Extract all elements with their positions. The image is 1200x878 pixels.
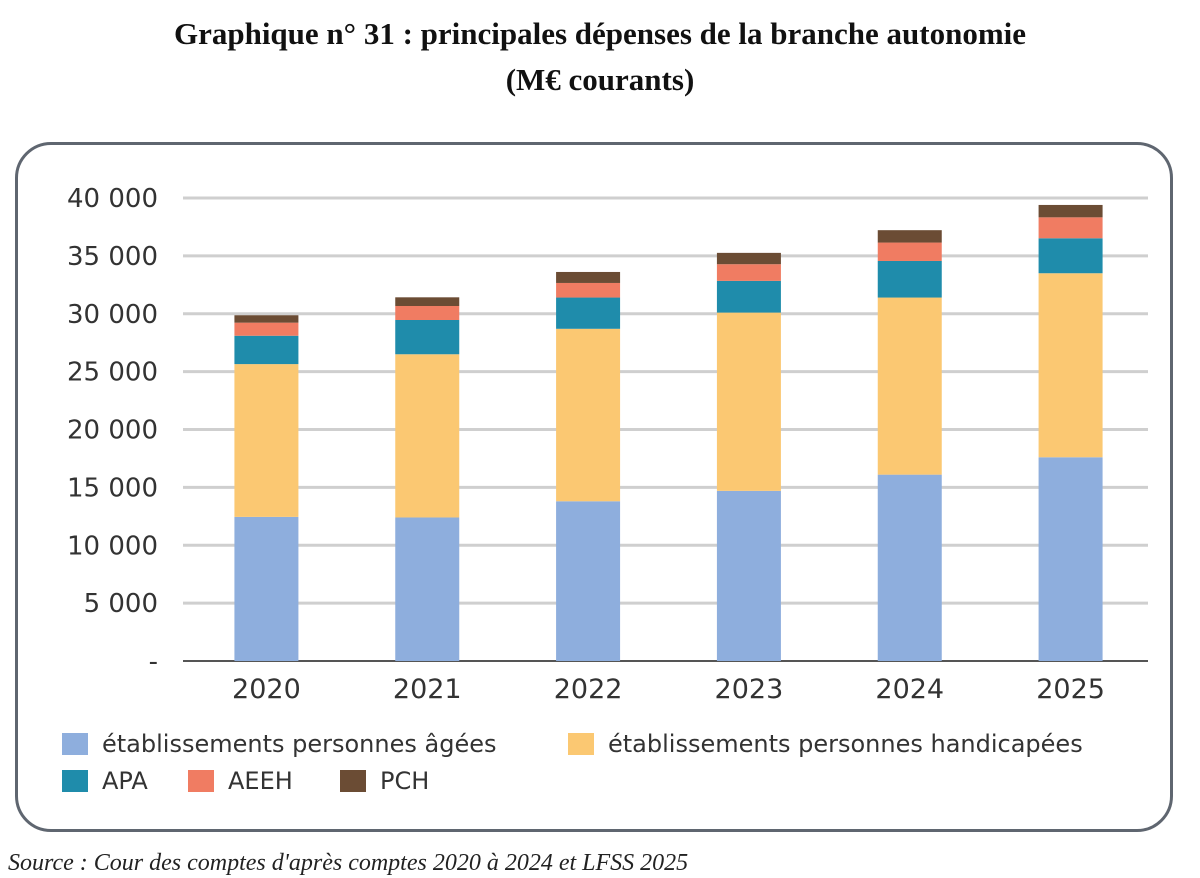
bar-segment-2025-2 bbox=[1038, 238, 1103, 274]
legend-item-1: établissements personnes handicapées bbox=[568, 730, 1083, 758]
bar-segment-2020-2 bbox=[234, 335, 299, 365]
bar-segment-2022-4 bbox=[556, 271, 621, 283]
legend-label: APA bbox=[102, 767, 148, 795]
source-note: Source : Cour des comptes d'après compte… bbox=[8, 850, 689, 876]
x-tick-label: 2023 bbox=[715, 674, 784, 705]
chart-frame bbox=[15, 142, 1173, 832]
legend-item-0: établissements personnes âgées bbox=[62, 730, 496, 758]
bar-segment-2023-2 bbox=[716, 280, 781, 313]
x-tick-label: 2025 bbox=[1036, 674, 1105, 705]
bar-segment-2021-1 bbox=[395, 354, 460, 518]
x-tick-label: 2020 bbox=[232, 674, 301, 705]
bar-segment-2023-3 bbox=[716, 264, 781, 281]
bar-segment-2023-4 bbox=[716, 252, 781, 265]
y-tick-label: 15 000 bbox=[67, 473, 158, 503]
bar-segment-2023-1 bbox=[716, 312, 781, 491]
bar-segment-2025-3 bbox=[1038, 217, 1103, 239]
bar-segment-2020-4 bbox=[234, 315, 299, 323]
x-tick-label: 2024 bbox=[875, 674, 944, 705]
bar-segment-2020-3 bbox=[234, 322, 299, 336]
bar-segment-2025-1 bbox=[1038, 273, 1103, 458]
bar-segment-2022-1 bbox=[556, 328, 621, 502]
bar-segment-2024-4 bbox=[877, 230, 942, 243]
y-tick-label: 20 000 bbox=[67, 416, 158, 446]
legend-label: établissements personnes âgées bbox=[102, 730, 497, 758]
bar-segment-2021-4 bbox=[395, 297, 460, 306]
legend-swatch bbox=[340, 770, 366, 792]
bar-segment-2024-3 bbox=[877, 242, 942, 261]
x-tick-label: 2021 bbox=[393, 674, 462, 705]
bar-segment-2024-2 bbox=[877, 260, 942, 298]
y-tick-label: 30 000 bbox=[67, 300, 158, 330]
y-tick-label: - bbox=[149, 647, 158, 677]
legend-label: AEEH bbox=[228, 767, 293, 795]
legend-swatch bbox=[62, 733, 88, 755]
bar-segment-2020-1 bbox=[234, 364, 299, 517]
legend-swatch bbox=[568, 733, 594, 755]
chart-subtitle: (M€ courants) bbox=[505, 62, 695, 97]
bar-segment-2022-3 bbox=[556, 282, 621, 298]
bar-segment-2023-0 bbox=[716, 490, 781, 661]
bar-segment-2021-2 bbox=[395, 320, 460, 355]
legend-label: établissements personnes handicapées bbox=[608, 730, 1083, 758]
bar-segment-2021-0 bbox=[395, 517, 460, 661]
bar-segment-2025-4 bbox=[1038, 204, 1103, 218]
y-tick-label: 5 000 bbox=[84, 589, 158, 619]
y-tick-label: 40 000 bbox=[67, 184, 158, 214]
legend-item-3: AEEH bbox=[188, 767, 293, 795]
legend-item-2: APA bbox=[62, 767, 148, 795]
y-tick-label: 10 000 bbox=[67, 531, 158, 561]
chart-title: Graphique n° 31 : principales dépenses d… bbox=[173, 16, 1027, 51]
legend-swatch bbox=[62, 770, 88, 792]
bar-segment-2020-0 bbox=[234, 516, 299, 661]
bar-segment-2021-3 bbox=[395, 305, 460, 321]
legend-label: PCH bbox=[380, 767, 430, 795]
bar-segment-2022-2 bbox=[556, 297, 621, 329]
x-tick-label: 2022 bbox=[554, 674, 623, 705]
bar-segment-2024-0 bbox=[877, 474, 942, 661]
y-tick-label: 25 000 bbox=[67, 358, 158, 388]
bar-segment-2024-1 bbox=[877, 297, 942, 475]
bar-segment-2025-0 bbox=[1038, 457, 1103, 661]
y-tick-label: 35 000 bbox=[67, 242, 158, 272]
legend-item-4: PCH bbox=[340, 767, 429, 795]
legend-swatch bbox=[188, 770, 214, 792]
bar-segment-2022-0 bbox=[556, 501, 621, 661]
